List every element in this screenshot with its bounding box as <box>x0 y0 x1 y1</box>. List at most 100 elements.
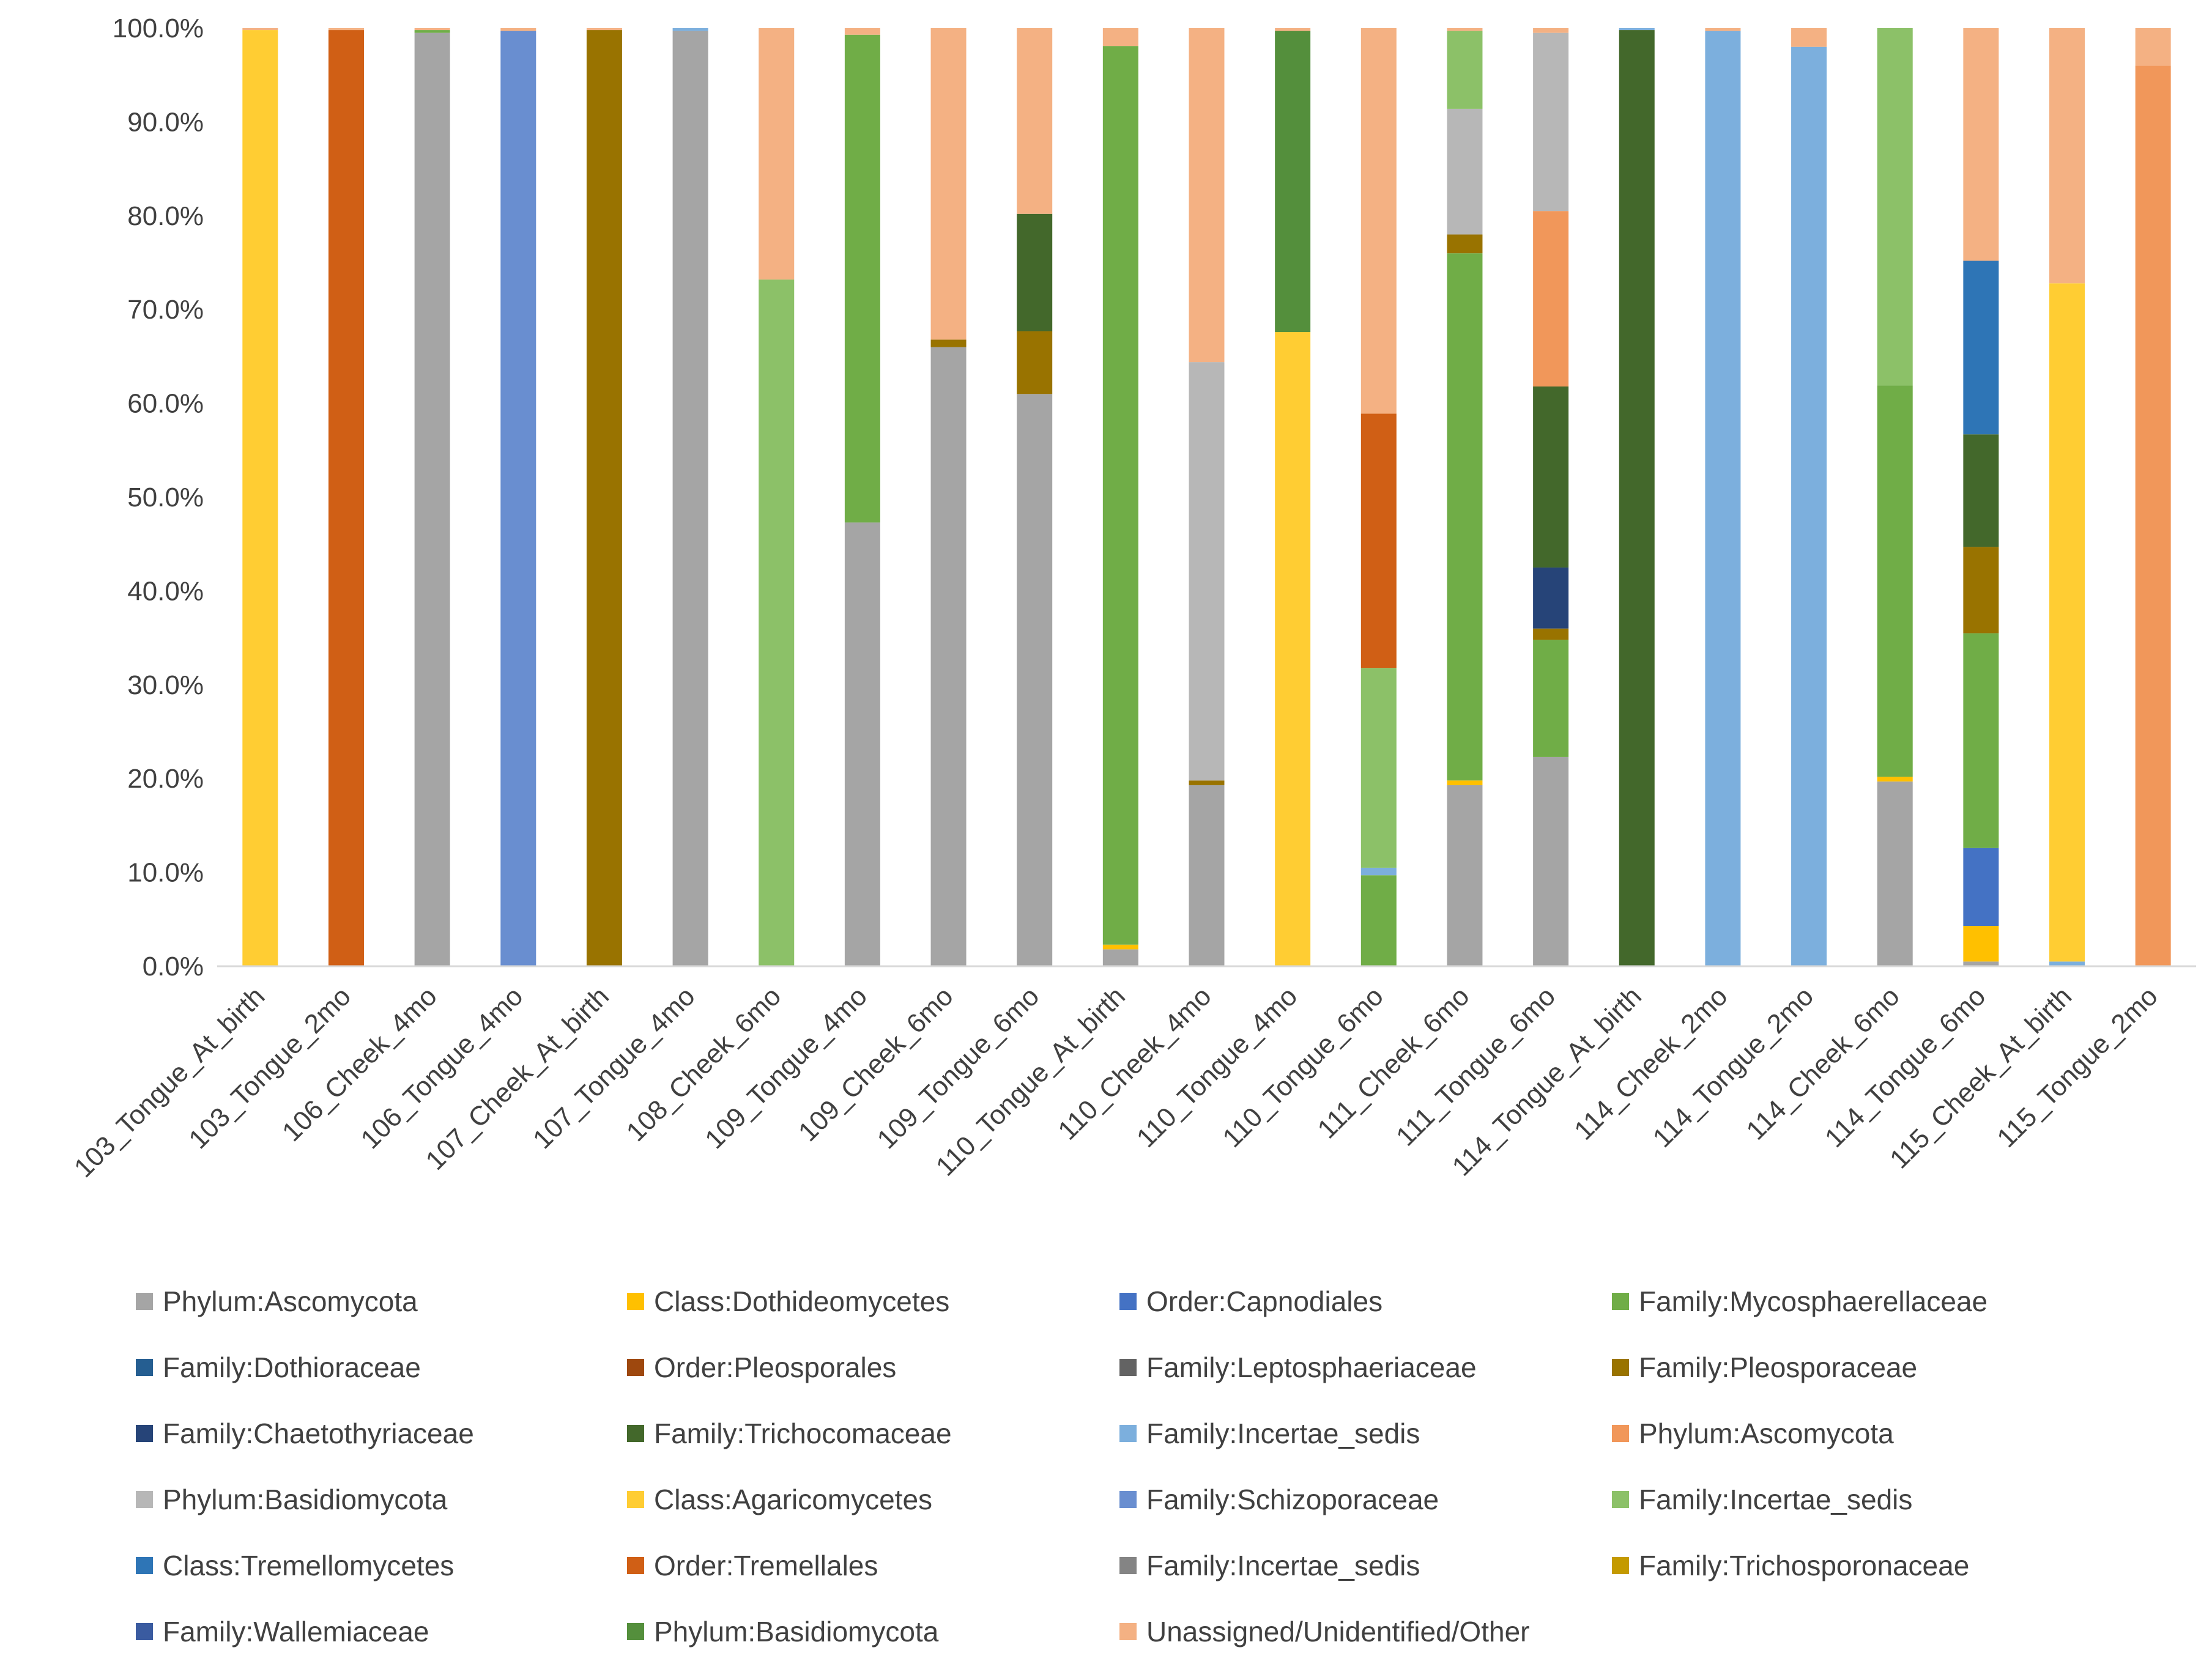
bar-segment <box>1877 781 1913 966</box>
bar-segment <box>1447 785 1483 966</box>
bar-segment <box>1963 28 1999 261</box>
legend-swatch <box>1612 1425 1629 1442</box>
legend-item: Class:Tremellomycetes <box>136 1550 454 1581</box>
bar-segment <box>1963 926 1999 962</box>
legend-label: Phylum:Basidiomycota <box>163 1484 448 1515</box>
legend-item: Family:Trichosporonaceae <box>1612 1550 1969 1581</box>
y-tick-label: 90.0% <box>127 107 204 137</box>
legend-label: Unassigned/Unidentified/Other <box>1146 1616 1529 1647</box>
bar-segment <box>1447 108 1483 235</box>
legend-swatch <box>136 1557 153 1574</box>
bar-segment <box>1189 780 1225 785</box>
legend-item: Family:Incertae_sedis <box>1612 1484 1912 1515</box>
bar-stack <box>1877 28 1913 966</box>
bar-segment <box>1447 31 1483 109</box>
legend-swatch <box>136 1623 153 1640</box>
bar-segment <box>1360 668 1397 868</box>
bar-segment <box>1275 332 1311 966</box>
bar-segment <box>672 28 708 31</box>
bar-segment <box>414 28 450 31</box>
bar-segment <box>672 31 708 966</box>
bar-stack <box>1705 28 1741 966</box>
bar-stack <box>1017 28 1053 966</box>
legend-item: Class:Agaricomycetes <box>627 1484 932 1515</box>
legend-item: Phylum:Basidiomycota <box>627 1616 939 1647</box>
legend-item: Family:Pleosporaceae <box>1612 1352 1917 1383</box>
bar-segment <box>1102 28 1138 46</box>
legend-swatch <box>1119 1293 1137 1310</box>
legend-swatch <box>627 1491 644 1508</box>
legend-item: Family:Schizoporaceae <box>1119 1484 1439 1515</box>
bar-segment <box>1963 261 1999 435</box>
bar-segment <box>844 28 880 35</box>
bar-segment <box>414 32 450 966</box>
bar-segment <box>1447 780 1483 785</box>
x-tick-label: 115_Tongue_2mo <box>1991 981 2163 1153</box>
legend-swatch <box>1612 1557 1629 1574</box>
bar-segment <box>1533 386 1569 568</box>
bar-stack <box>1533 28 1569 966</box>
bar-stack <box>2049 28 2085 966</box>
bar-stack <box>1275 28 1311 966</box>
legend-label: Phylum:Ascomycota <box>163 1285 418 1317</box>
bar-segment <box>1705 28 1741 31</box>
bar-segment <box>930 347 967 966</box>
bar-segment <box>1533 568 1569 629</box>
x-tick-label: 110_Cheek_4mo <box>1052 981 1217 1145</box>
legend: Phylum:Ascomycota Class:Dothideomycetes Or… <box>136 1285 1987 1647</box>
bar-stack <box>2135 28 2171 967</box>
bar-segment <box>586 28 622 31</box>
legend-label: Family:Trichocomaceae <box>654 1418 952 1449</box>
bar-stack <box>1619 28 1655 967</box>
bar-segment <box>2049 961 2085 966</box>
bar-segment <box>2049 28 2085 284</box>
legend-item: Family:Chaetothyriaceae <box>136 1418 474 1449</box>
legend-swatch <box>1119 1425 1137 1442</box>
legend-item: Family:Leptosphaeriaceae <box>1119 1352 1477 1383</box>
x-tick-label: 103_Tongue_2mo <box>183 981 357 1155</box>
bar-segment <box>1963 633 1999 848</box>
legend-swatch <box>1119 1557 1137 1574</box>
legend-swatch <box>627 1359 644 1376</box>
legend-label: Family:Chaetothyriaceae <box>163 1418 474 1449</box>
bar-segment <box>759 28 795 280</box>
legend-item: Family:Mycosphaerellaceae <box>1612 1285 1987 1317</box>
bar-segment <box>1189 28 1225 363</box>
bar-stack <box>672 28 708 966</box>
y-tick-label: 50.0% <box>127 483 204 512</box>
y-tick-label: 0.0% <box>143 952 204 982</box>
bar-segment <box>1705 31 1741 966</box>
bar-stack <box>844 28 880 966</box>
bar-stack <box>1963 28 1999 966</box>
bar-segment <box>1360 28 1397 414</box>
legend-item: Class:Dothideomycetes <box>627 1285 949 1317</box>
legend-label: Family:Incertae_sedis <box>1639 1484 1912 1515</box>
legend-swatch <box>136 1491 153 1508</box>
bar-segment <box>414 30 450 33</box>
bar-segment <box>844 522 880 966</box>
x-tick-label: 114_Tongue_6mo <box>1819 981 1991 1153</box>
legend-swatch <box>627 1557 644 1574</box>
legend-item: Family:Incertae_sedis <box>1119 1418 1420 1449</box>
legend-swatch <box>627 1425 644 1442</box>
legend-label: Family:Dothioraceae <box>163 1352 421 1383</box>
legend-label: Family:Schizoporaceae <box>1146 1484 1439 1515</box>
legend-label: Family:Leptosphaeriaceae <box>1146 1352 1477 1383</box>
legend-label: Family:Incertae_sedis <box>1146 1418 1420 1449</box>
bar-segment <box>500 28 536 31</box>
bar-segment <box>1017 213 1053 331</box>
legend-label: Family:Wallemiaceae <box>163 1616 429 1647</box>
legend-item: Phylum:Ascomycota <box>136 1285 418 1317</box>
bar-segment <box>1619 28 1655 31</box>
bar-stack <box>1189 28 1225 966</box>
y-axis: 0.0% 10.0% 20.0% 30.0% 40.0% 50.0% 60.0% 70.0% 8… <box>113 13 204 982</box>
legend-label: Family:Mycosphaerellaceae <box>1639 1285 1987 1317</box>
legend-swatch <box>627 1623 644 1640</box>
bar-stack <box>242 28 278 967</box>
bar-segment <box>500 31 536 966</box>
y-tick-label: 10.0% <box>127 858 204 888</box>
legend-swatch <box>1119 1359 1137 1376</box>
legend-swatch <box>1119 1623 1137 1640</box>
legend-item: Family:Incertae_sedis <box>1119 1550 1420 1581</box>
